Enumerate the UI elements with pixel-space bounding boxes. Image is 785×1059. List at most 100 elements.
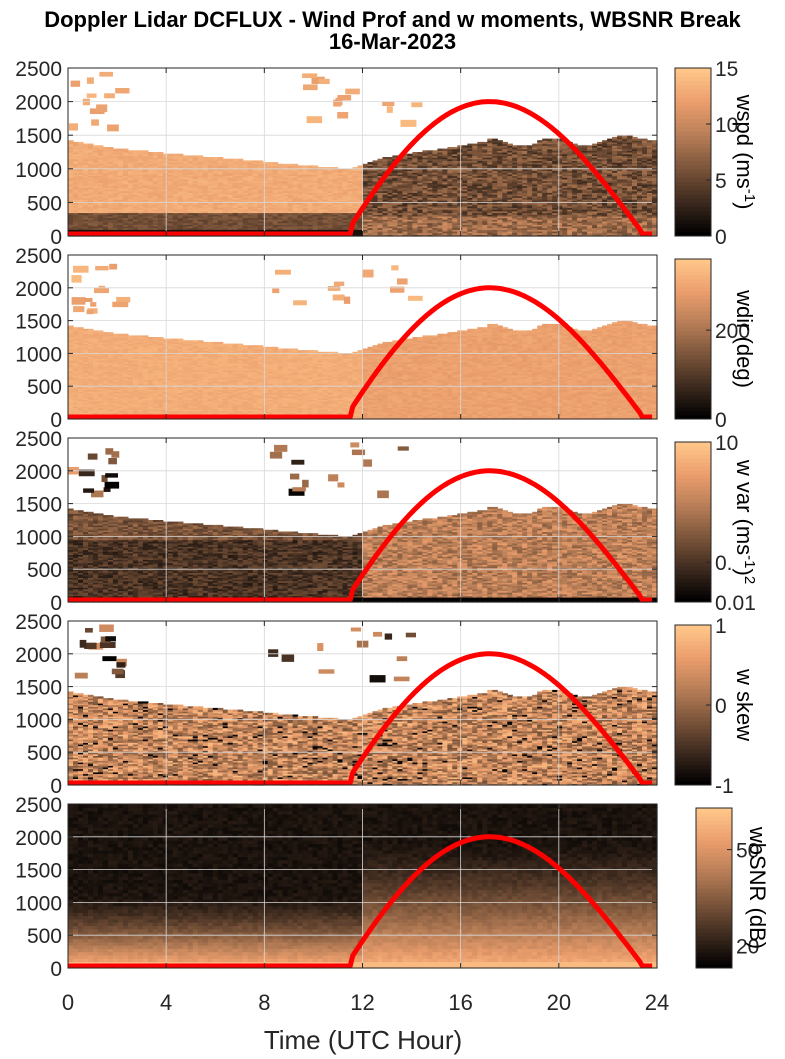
heatmap-cell bbox=[357, 183, 364, 187]
heatmap-cell bbox=[237, 185, 244, 188]
heatmap-cell bbox=[147, 220, 154, 224]
heatmap-cell bbox=[282, 170, 289, 173]
heatmap-cell bbox=[247, 212, 254, 215]
heatmap-cell bbox=[137, 155, 144, 158]
heatmap-cell bbox=[112, 200, 119, 203]
heatmap-cell bbox=[232, 215, 239, 219]
heatmap-cell bbox=[277, 225, 284, 229]
heatmap-cell bbox=[372, 234, 379, 237]
heatmap-cell bbox=[172, 155, 179, 158]
heatmap-cell bbox=[212, 185, 219, 188]
heatmap-cell bbox=[132, 175, 139, 178]
heatmap-cell bbox=[207, 182, 214, 185]
heatmap-cell bbox=[152, 212, 159, 215]
heatmap-cell bbox=[322, 220, 329, 224]
heatmap-cell bbox=[222, 209, 229, 212]
heatmap-cell bbox=[147, 190, 154, 193]
heatmap-cell bbox=[257, 160, 264, 163]
heatmap-cell bbox=[242, 212, 249, 215]
heatmap-cell bbox=[217, 205, 224, 209]
heatmap-cell bbox=[202, 162, 209, 165]
heatmap-cell bbox=[127, 202, 134, 205]
heatmap-cell bbox=[167, 185, 174, 188]
heatmap-cell bbox=[88, 190, 94, 193]
heatmap-cell bbox=[277, 172, 284, 175]
heatmap-cell bbox=[83, 199, 89, 202]
heatmap-cell bbox=[372, 227, 379, 230]
heatmap-cell bbox=[117, 167, 124, 170]
heatmap-cell bbox=[342, 192, 349, 195]
heatmap-cell bbox=[78, 155, 84, 158]
heatmap-cell bbox=[277, 173, 284, 177]
heatmap-cell bbox=[93, 220, 99, 224]
heatmap-cell bbox=[107, 165, 114, 168]
heatmap-cell bbox=[242, 204, 249, 207]
heatmap-cell bbox=[172, 207, 179, 210]
heatmap-cell bbox=[122, 178, 129, 182]
heatmap-cell bbox=[322, 180, 329, 183]
heatmap-cell bbox=[117, 224, 124, 227]
heatmap-cell bbox=[257, 189, 264, 192]
heatmap-cell bbox=[127, 185, 134, 188]
heatmap-cell bbox=[262, 175, 269, 178]
heatmap-cell bbox=[142, 217, 149, 220]
heatmap-cell bbox=[227, 194, 234, 197]
heatmap-cell bbox=[122, 162, 129, 165]
heatmap-cell bbox=[88, 163, 94, 167]
heatmap-cell bbox=[232, 224, 239, 227]
heatmap-cell bbox=[142, 155, 149, 158]
heatmap-cell bbox=[68, 194, 74, 197]
heatmap-cell bbox=[73, 177, 79, 180]
heatmap-cell bbox=[157, 160, 164, 163]
heatmap-cell bbox=[78, 189, 84, 192]
heatmap-cell bbox=[267, 182, 274, 185]
heatmap-cell bbox=[187, 185, 194, 188]
heatmap-cell bbox=[137, 227, 144, 230]
heatmap-cell bbox=[372, 199, 379, 202]
heatmap-cell bbox=[247, 172, 254, 175]
heatmap-cell bbox=[88, 185, 94, 188]
heatmap-cell bbox=[152, 155, 159, 158]
heatmap-cell bbox=[182, 202, 189, 205]
heatmap-cell bbox=[182, 185, 189, 188]
heatmap-cell bbox=[237, 180, 244, 183]
heatmap-cell bbox=[147, 200, 154, 203]
heatmap-cell bbox=[182, 167, 189, 170]
heatmap-cell bbox=[68, 192, 74, 195]
heatmap-cell bbox=[337, 183, 344, 187]
heatmap-cell bbox=[332, 167, 339, 170]
heatmap-cell bbox=[122, 209, 129, 212]
heatmap-cell bbox=[232, 194, 239, 197]
chart-title: Doppler Lidar DCFLUX - Wind Prof and w m… bbox=[0, 9, 785, 31]
heatmap-cell bbox=[112, 182, 119, 185]
heatmap-cell bbox=[172, 168, 179, 172]
heatmap-cell bbox=[492, 138, 498, 141]
heatmap-cell bbox=[207, 168, 214, 172]
heatmap-cell bbox=[187, 207, 194, 210]
heatmap-cell bbox=[172, 163, 179, 167]
heatmap-cell bbox=[142, 192, 149, 195]
heatmap-cell bbox=[322, 202, 329, 205]
heatmap-cell bbox=[88, 220, 94, 224]
heatmap-cell bbox=[162, 225, 169, 229]
heatmap-cell bbox=[197, 157, 204, 160]
heatmap-cell bbox=[232, 220, 239, 224]
heatmap-cell bbox=[142, 173, 149, 177]
heatmap-cell bbox=[222, 229, 229, 232]
heatmap-cell bbox=[342, 224, 349, 227]
heatmap-cell bbox=[83, 157, 89, 160]
heatmap-cell bbox=[177, 155, 184, 158]
heatmap-cell bbox=[137, 168, 144, 172]
heatmap-cell bbox=[337, 178, 344, 182]
heatmap-cell bbox=[102, 147, 109, 150]
heatmap-cell bbox=[297, 225, 304, 229]
heatmap-cell bbox=[237, 204, 244, 207]
heatmap-cell bbox=[177, 175, 184, 178]
heatmap-cell bbox=[297, 182, 304, 185]
heatmap-cell bbox=[337, 220, 344, 224]
heatmap-cell bbox=[102, 177, 109, 180]
heatmap-cell bbox=[297, 178, 304, 182]
heatmap-cell bbox=[312, 189, 319, 192]
heatmap-cell bbox=[97, 157, 104, 160]
heatmap-cell bbox=[182, 224, 189, 227]
